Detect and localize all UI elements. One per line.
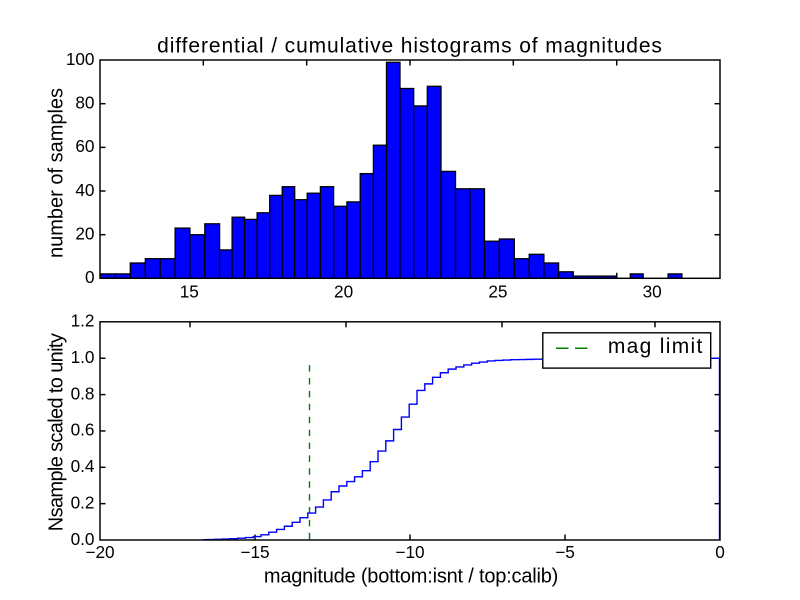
svg-text:30: 30 [643,282,662,302]
svg-text:15: 15 [180,282,199,302]
svg-text:−10: −10 [395,542,424,562]
svg-text:Nsample scaled to unity: Nsample scaled to unity [46,333,68,531]
svg-text:magnitude (bottom:isnt / top:c: magnitude (bottom:isnt / top:calib) [264,566,558,588]
svg-text:0.4: 0.4 [71,456,95,476]
svg-text:0: 0 [85,267,95,287]
svg-text:80: 80 [75,93,94,113]
svg-text:mag limit: mag limit [608,335,704,358]
svg-text:−15: −15 [240,542,269,562]
svg-text:number of samples: number of samples [46,88,68,258]
svg-text:0.0: 0.0 [71,529,95,549]
svg-text:−20: −20 [85,542,114,562]
svg-text:20: 20 [334,282,353,302]
svg-text:0: 0 [715,542,725,562]
svg-text:0.2: 0.2 [71,492,95,512]
svg-text:0.8: 0.8 [71,383,95,403]
svg-text:1.0: 1.0 [71,347,95,367]
svg-text:100: 100 [66,49,95,69]
svg-text:25: 25 [488,282,507,302]
svg-text:60: 60 [75,136,94,156]
svg-text:1.2: 1.2 [71,311,95,331]
svg-text:differential / cumulative hist: differential / cumulative histograms of … [157,34,663,57]
svg-text:0.6: 0.6 [71,420,95,440]
svg-text:20: 20 [75,223,94,243]
svg-text:−5: −5 [555,542,575,562]
svg-text:40: 40 [75,180,94,200]
